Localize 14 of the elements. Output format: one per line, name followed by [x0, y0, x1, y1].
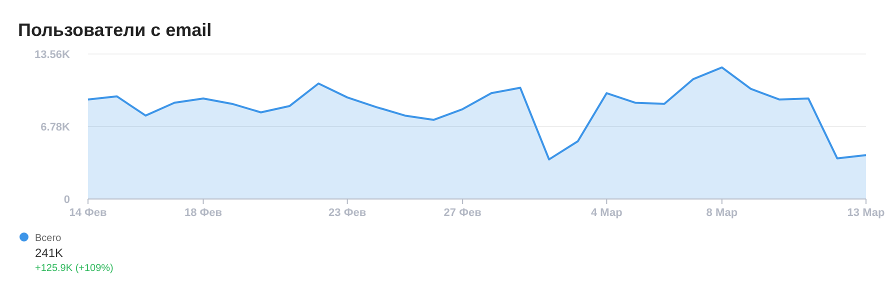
y-tick-label: 0: [64, 194, 70, 206]
x-tick-label: 4 Мар: [591, 207, 623, 219]
x-tick-label: 23 Фев: [328, 207, 366, 219]
y-tick-label: 6.78K: [40, 122, 70, 134]
x-tick-label: 27 Фев: [444, 207, 482, 219]
legend-label: Всего: [35, 233, 62, 244]
chart-title: Пользователи с email: [18, 20, 212, 40]
y-tick-label: 13.56K: [34, 49, 70, 61]
x-tick-label: 8 Мар: [706, 207, 738, 219]
x-tick-label: 13 Мар: [847, 207, 885, 219]
text: 241K: [35, 246, 64, 260]
x-tick-label: 14 Фев: [69, 207, 108, 219]
text: +125.9K (+109%): [35, 263, 114, 274]
x-tick-label: 18 Фев: [184, 207, 222, 219]
